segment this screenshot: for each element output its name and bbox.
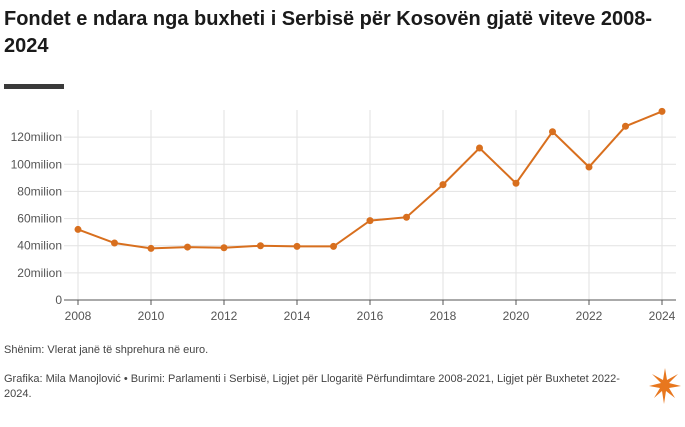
data-point: [220, 244, 228, 252]
credits: Grafika: Mila Manojlović • Burimi: Parla…: [4, 373, 620, 400]
y-tick-label: 120milion: [11, 130, 62, 144]
data-point: [293, 242, 301, 250]
data-point: [622, 122, 629, 130]
data-point: [512, 179, 520, 187]
y-tick-label: 0: [55, 293, 62, 307]
data-point: [147, 244, 155, 252]
x-tick-label: 2012: [211, 309, 238, 323]
data-points: [74, 107, 666, 252]
y-tick-label: 60milion: [17, 212, 62, 226]
data-point: [330, 242, 337, 250]
data-point: [366, 217, 374, 225]
y-tick-label: 80milion: [17, 184, 62, 198]
line-chart: 0 20milion 40milion 60milion 80milion 100mili…: [11, 107, 676, 323]
x-tick-label: 2008: [65, 309, 92, 323]
y-axis-ticks: 0 20milion 40milion 60milion 80milion 100mili…: [11, 130, 63, 307]
chart-title: Fondet e ndara nga buxheti i Serbisë për…: [4, 8, 652, 57]
data-point: [403, 213, 410, 221]
footnote: Shënim: Vlerat janë të shprehura në euro…: [4, 344, 209, 356]
data-point: [439, 181, 447, 189]
data-point: [549, 128, 556, 136]
title-underline: [4, 84, 64, 89]
data-point: [658, 107, 666, 115]
data-point: [257, 242, 264, 250]
data-point: [184, 243, 191, 251]
x-tick-label: 2010: [138, 309, 165, 323]
x-tick-label: 2016: [357, 309, 384, 323]
x-tick-label: 2014: [284, 309, 311, 323]
x-tick-label: 2020: [503, 309, 530, 323]
data-point: [476, 144, 483, 152]
y-tick-label: 40milion: [17, 239, 62, 253]
x-tick-label: 2022: [576, 309, 603, 323]
x-tick-label: 2024: [649, 309, 676, 323]
data-point: [111, 239, 118, 247]
data-point: [74, 225, 82, 233]
x-axis-ticks: 2008 2010 2012 2014 2016 2018 2020 2022 2024: [65, 300, 676, 323]
data-point: [585, 163, 593, 171]
x-tick-label: 2018: [430, 309, 457, 323]
rfe-rl-logo-icon: [649, 368, 681, 404]
y-tick-label: 100milion: [11, 157, 62, 171]
y-tick-label: 20milion: [17, 266, 62, 280]
gridlines: [64, 110, 676, 300]
